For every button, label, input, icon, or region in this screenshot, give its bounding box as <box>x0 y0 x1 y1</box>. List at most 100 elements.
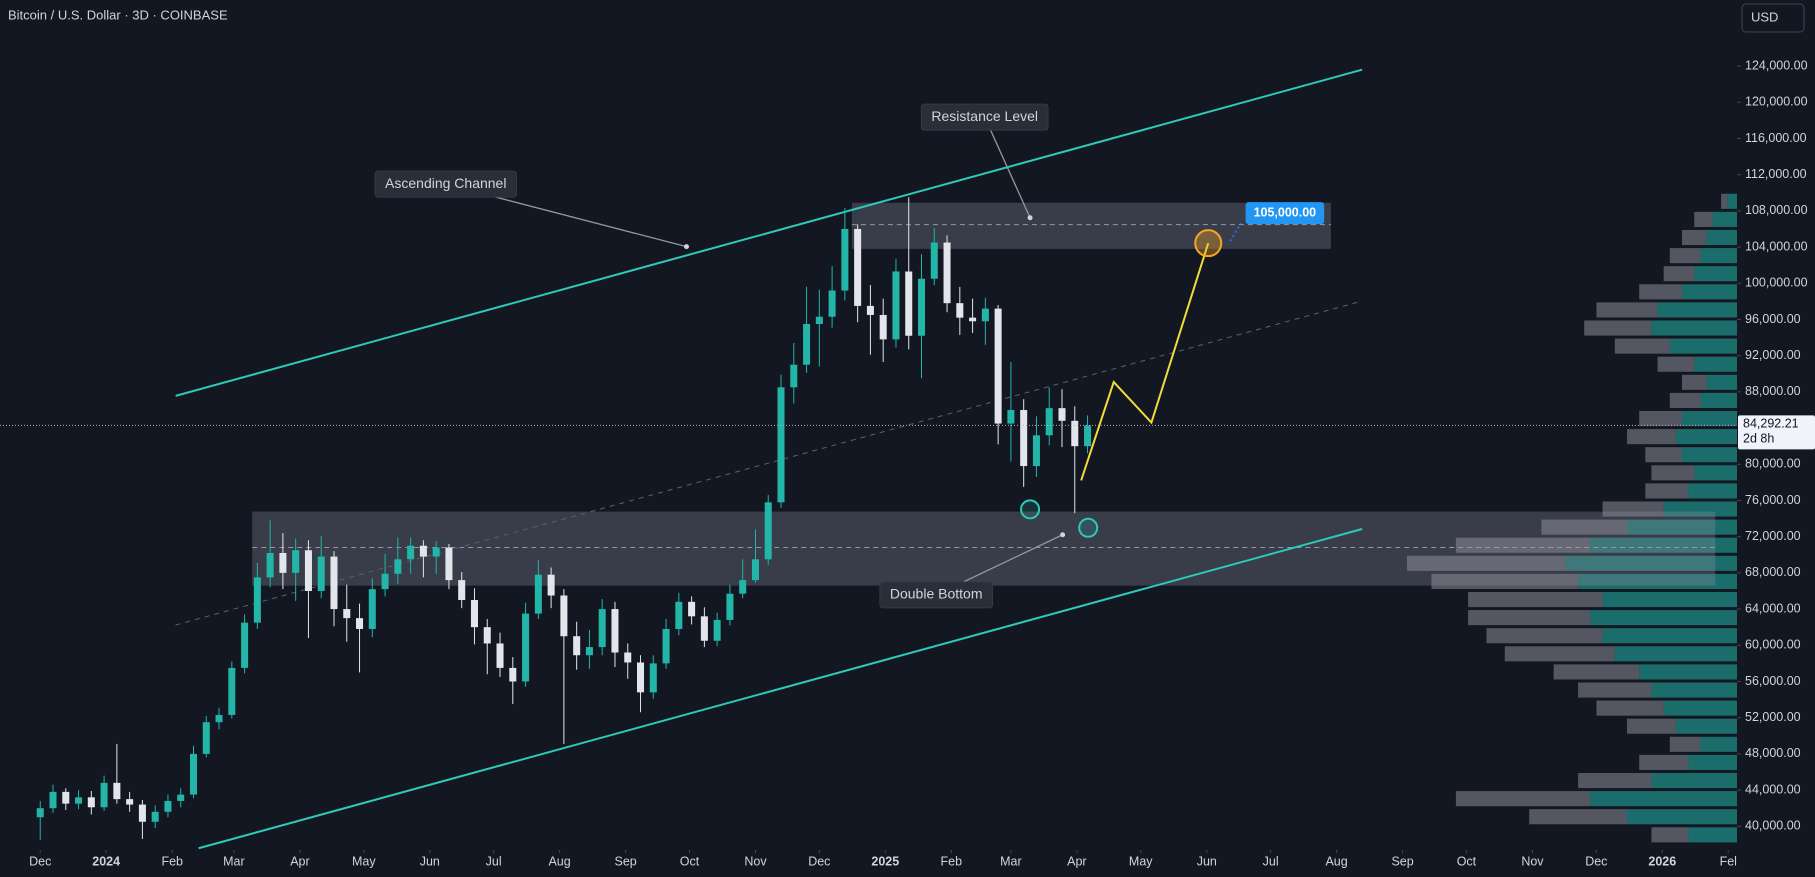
y-tick-label: 120,000.00 <box>1745 95 1808 109</box>
profile-down <box>1639 284 1682 300</box>
candle-body <box>751 559 759 581</box>
profile-up <box>1688 754 1737 770</box>
profile-up <box>1627 519 1737 535</box>
candle-body <box>1084 425 1092 447</box>
candle-body <box>675 601 683 629</box>
x-tick-label: 2025 <box>871 854 899 868</box>
profile-up <box>1700 736 1737 752</box>
candle-body <box>713 619 721 641</box>
profile-down <box>1541 519 1627 535</box>
y-tick-label: 60,000.00 <box>1745 638 1801 652</box>
candle-body <box>1058 408 1066 421</box>
profile-down <box>1578 772 1652 789</box>
y-tick-label: 72,000.00 <box>1745 529 1801 543</box>
chart-title: Bitcoin / U.S. Dollar · 3D · COINBASE <box>8 7 228 22</box>
profile-down <box>1669 736 1701 752</box>
profile-up <box>1700 392 1737 408</box>
candle-body <box>803 323 811 365</box>
currency-label[interactable]: USD <box>1751 9 1778 24</box>
profile-down <box>1614 338 1670 354</box>
profile-up <box>1712 211 1737 227</box>
x-tick-label: Jun <box>1197 854 1217 868</box>
candle-body <box>138 804 146 822</box>
double-bottom-marker <box>1020 499 1041 520</box>
candle-body <box>407 545 415 560</box>
candle-body <box>841 228 849 291</box>
candle-body <box>649 663 657 693</box>
y-tick-label: 64,000.00 <box>1745 601 1801 615</box>
candle-body <box>943 242 951 304</box>
candle-body <box>177 794 185 801</box>
x-tick-label: Jul <box>1263 854 1279 868</box>
candle-body <box>266 552 274 578</box>
profile-up <box>1651 682 1737 698</box>
candle-body <box>1071 420 1079 447</box>
candle-body <box>356 618 364 629</box>
profile-up <box>1657 302 1737 318</box>
profile-down <box>1651 465 1695 481</box>
profile-down <box>1468 610 1591 626</box>
profile-down <box>1639 410 1682 427</box>
axes: 40,000.00 44,000.00 48,000.00 52,000.00 56,0… <box>29 58 1815 868</box>
profile-up <box>1675 429 1737 445</box>
candle-body <box>994 308 1002 424</box>
candle-body <box>126 799 134 805</box>
profile-down <box>1431 573 1579 589</box>
profile-down <box>1596 302 1658 318</box>
candle-body <box>956 303 964 318</box>
currency-button[interactable] <box>1741 3 1805 33</box>
candle-body <box>854 228 862 306</box>
channel-middle <box>175 300 1363 626</box>
candle-body <box>202 722 210 754</box>
candle-body <box>292 550 300 573</box>
candle-body <box>611 609 619 653</box>
x-tick-label: Dec <box>29 854 51 868</box>
profile-down <box>1486 628 1603 644</box>
profile-up <box>1590 791 1737 807</box>
x-tick-label: Fel <box>1720 854 1737 868</box>
candle-body <box>522 613 530 682</box>
y-tick-label: 40,000.00 <box>1745 819 1801 833</box>
double-bottom-marker <box>1078 517 1099 538</box>
x-tick-label: Nov <box>1521 854 1544 868</box>
candle-body <box>547 574 555 596</box>
candle-body <box>662 628 670 664</box>
candles <box>36 197 1092 840</box>
candle-body <box>1020 409 1028 467</box>
candle-body <box>432 547 440 557</box>
candle-body <box>241 622 249 668</box>
candle-body <box>317 556 325 591</box>
profile-down <box>1657 356 1695 372</box>
x-tick-label: Aug <box>1325 854 1347 868</box>
candle-body <box>930 242 938 279</box>
profile-down <box>1682 229 1707 246</box>
profile-down <box>1553 664 1640 680</box>
volume-profile <box>1407 193 1737 843</box>
candle-body <box>1045 408 1053 436</box>
candle-body <box>304 550 312 591</box>
profile-down <box>1627 429 1676 445</box>
annotation-label: Double Bottom <box>890 586 983 602</box>
candle-body <box>700 616 708 641</box>
x-tick-label: Jul <box>486 854 502 868</box>
annotation-box <box>879 581 993 609</box>
profile-down <box>1504 646 1615 662</box>
profile-up <box>1602 591 1737 608</box>
profile-up <box>1663 501 1737 517</box>
y-tick-label: 104,000.00 <box>1745 239 1808 253</box>
candle-body <box>215 714 223 723</box>
y-tick-label: 80,000.00 <box>1745 457 1801 471</box>
candle-body <box>151 811 159 822</box>
candle-body <box>815 316 823 324</box>
y-tick-label: 92,000.00 <box>1745 348 1801 362</box>
candle-body <box>36 808 44 818</box>
x-tick-label: May <box>352 854 376 868</box>
annotation-label: Resistance Level <box>931 108 1038 124</box>
x-tick-label: Sep <box>615 854 637 868</box>
x-tick-label: Jun <box>420 854 440 868</box>
price-zone <box>252 511 1716 586</box>
channel-lower <box>198 528 1363 850</box>
profile-down <box>1669 248 1701 264</box>
candle-body <box>164 800 172 812</box>
profile-up <box>1663 700 1737 716</box>
